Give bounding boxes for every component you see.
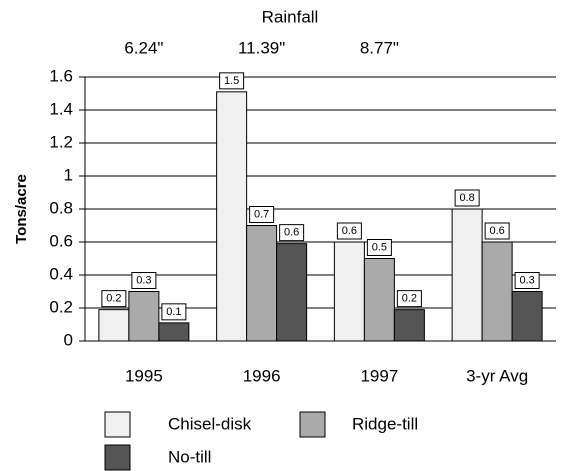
rainfall-label: 8.77": [360, 38, 399, 57]
legend-label: Chisel-disk: [168, 414, 252, 433]
value-label: 1.5: [224, 75, 239, 87]
value-label-box: [131, 272, 157, 289]
value-label-box: [336, 222, 362, 240]
value-label-box: [484, 222, 510, 240]
rainfall-label: 6.24": [124, 38, 163, 57]
bar: [216, 91, 248, 342]
value-label: 0.5: [372, 241, 387, 253]
legend-label: No-till: [168, 447, 211, 466]
bar: [481, 241, 513, 342]
y-tick-label: 0.4: [49, 264, 73, 283]
legend-swatch: [104, 411, 131, 438]
bar: [363, 258, 395, 342]
value-label: 0.8: [459, 192, 474, 204]
y-tick-label: 1.2: [49, 132, 73, 151]
legend-label: Ridge-till: [352, 414, 418, 433]
value-label: 0.3: [519, 274, 534, 286]
rainfall-label: 11.39": [238, 38, 285, 57]
value-label: 0.3: [136, 274, 151, 286]
bar: [393, 309, 425, 342]
bar: [98, 309, 130, 342]
y-axis-label: Tons/acre: [13, 174, 30, 244]
bar: [128, 291, 160, 342]
value-label-box: [396, 290, 422, 308]
value-label-box: [514, 272, 540, 289]
value-label: 0.2: [106, 293, 121, 305]
x-tick-label: 3-yr Avg: [466, 366, 528, 385]
value-label: 0.6: [284, 227, 299, 239]
value-label: 0.6: [342, 225, 357, 237]
value-label-box: [161, 303, 187, 321]
chart-title: Rainfall: [262, 7, 319, 26]
x-tick-label: 1996: [243, 366, 281, 385]
bar: [246, 225, 278, 342]
value-label-box: [366, 239, 392, 256]
value-label-box: [454, 189, 480, 207]
bar: [511, 291, 543, 342]
legend-swatch: [104, 444, 131, 471]
y-tick-label: 1.4: [49, 99, 73, 118]
y-tick-label: 0.2: [49, 297, 73, 316]
value-label-box: [279, 224, 305, 242]
y-tick-label: 0.6: [49, 231, 73, 250]
value-label-box: [219, 72, 245, 90]
value-label-box: [101, 290, 127, 308]
y-tick-label: 0: [64, 330, 73, 349]
bar: [158, 322, 190, 342]
bar: [333, 241, 365, 342]
x-tick-label: 1995: [125, 366, 163, 385]
value-label: 0.1: [166, 306, 181, 318]
value-label: 0.6: [489, 225, 504, 237]
bar: [276, 243, 308, 342]
value-label-box: [249, 206, 275, 223]
y-tick-label: 1.6: [49, 66, 73, 85]
x-tick-label: 1997: [360, 366, 398, 385]
value-label: 0.7: [254, 208, 269, 220]
value-label: 0.2: [402, 293, 417, 305]
bar: [451, 208, 483, 342]
y-tick-label: 1: [64, 165, 73, 184]
y-tick-label: 0.8: [49, 198, 73, 217]
legend-swatch: [299, 411, 326, 438]
